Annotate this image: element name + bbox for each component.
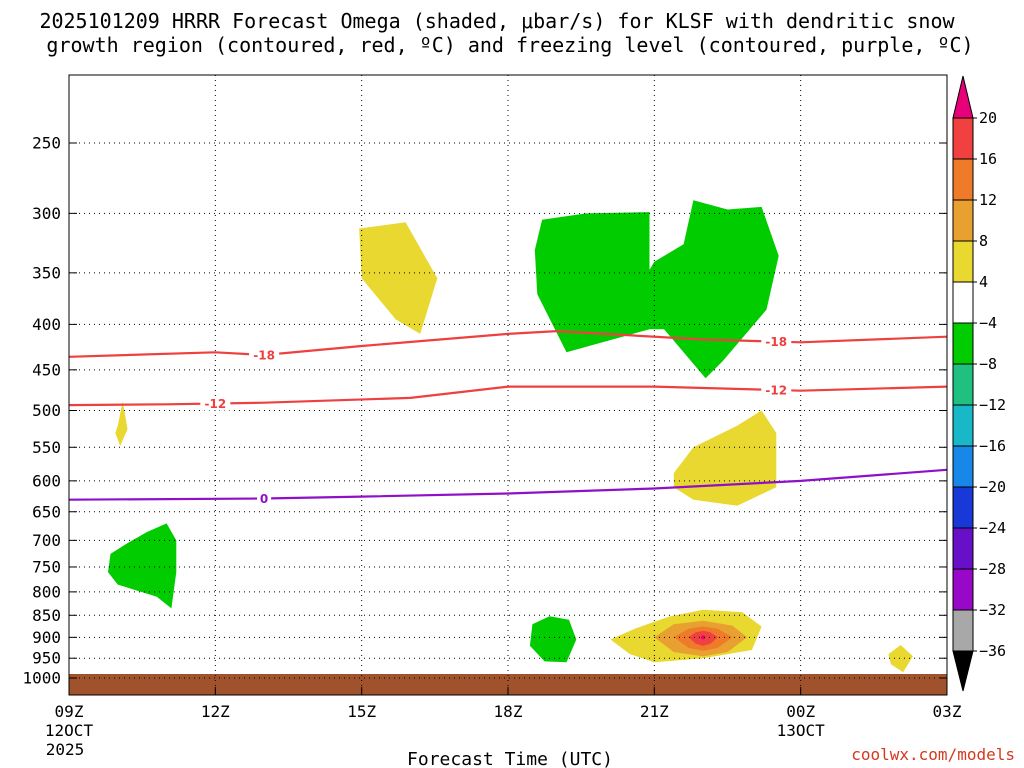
dgz-bottom-label: -12 [765,384,787,398]
omega-max-marker [701,635,706,640]
chart-title-line1: 2025101209 HRRR Forecast Omega (shaded, … [39,9,955,33]
x-tick-label-09Z: 09Z [55,702,84,721]
y-tick-label-400: 400 [32,315,61,334]
x-tick-label-00Z: 00Z [786,702,815,721]
y-tick-label-900: 900 [32,628,61,647]
freezing-level-label-bg [257,491,272,506]
dgz-top-label-bg [761,334,792,349]
y-tick-label-750: 750 [32,557,61,576]
y-tick-label-800: 800 [32,582,61,601]
colorbar-label: −24 [979,519,1006,537]
ground-terrain [69,674,947,695]
omega-neg-d [529,616,577,663]
colorbar-label: −8 [979,355,997,373]
x-tick-label-03Z: 03Z [933,702,962,721]
colorbar-swatch [952,281,974,324]
y-tick-label-600: 600 [32,471,61,490]
omega-neg-b [620,200,779,379]
colorbar-swatch [952,486,974,529]
y-tick-label-700: 700 [32,531,61,550]
y-tick-label-300: 300 [32,204,61,223]
colorbar-top-arrow [952,75,974,119]
omega-pos-b [115,401,128,446]
dgz-top-label: -18 [765,335,787,349]
colorbar-label: −16 [979,437,1006,455]
colorbar-swatch [952,363,974,406]
dgz-bottom-label: -12 [204,397,226,411]
dgz-top-label: -18 [253,348,275,362]
colorbar-swatch [952,158,974,201]
omega-pos-a [359,222,438,334]
plot-area: -18 -18 -12 -12 0 [69,75,947,695]
colorbar-label: −32 [979,601,1006,619]
y-tick-label-550: 550 [32,438,61,457]
colorbar-label: 16 [979,150,997,168]
y-tick-label-650: 650 [32,502,61,521]
x-tick-date-12OCT: 12OCT [45,721,94,740]
colorbar-swatch [952,527,974,570]
x-tick-label-12Z: 12Z [201,702,230,721]
x-tick-label-18Z: 18Z [494,702,523,721]
y-tick-label-450: 450 [32,360,61,379]
colorbar-swatch [952,240,974,283]
colorbar-label: 20 [979,109,997,127]
colorbar-swatch [952,322,974,365]
colorbar-label: 8 [979,232,988,250]
colorbar: 20 16 12 8 4 −4 −8 −12 −16 −20 −24 −28 −32 −36 [952,75,1006,692]
dgz-top-contour [69,329,947,358]
x-tick-label-21Z: 21Z [640,702,669,721]
colorbar-bottom-arrow [952,650,974,692]
colorbar-swatch [952,609,974,652]
colorbar-label: −4 [979,314,997,332]
y-tick-label-950: 950 [32,649,61,668]
colorbar-label: −20 [979,478,1006,496]
y-tick-label-1000: 1000 [22,669,61,688]
credit-link[interactable]: coolwx.com/models [851,745,1015,764]
x-tick-year: 2025 [46,740,85,759]
y-tick-label-850: 850 [32,606,61,625]
axes: 250 300 350 400 450 500 550 600 650 700 750 800 850 9… [22,74,962,759]
colorbar-swatch [952,199,974,242]
colorbar-label: −12 [979,396,1006,414]
y-tick-label-250: 250 [32,134,61,153]
colorbar-swatch [952,445,974,488]
colorbar-label: −36 [979,642,1006,660]
y-tick-label-350: 350 [32,263,61,282]
colorbar-swatch [952,117,974,160]
colorbar-swatch [952,568,974,611]
colorbar-label: 12 [979,191,997,209]
y-tick-label-500: 500 [32,401,61,420]
dgz-bottom-label-bg [200,396,231,411]
x-axis-label: Forecast Time (UTC) [407,749,613,768]
colorbar-swatch [952,404,974,447]
dgz-top-label-bg [249,347,280,362]
omega-pos-e [888,645,913,673]
dgz-bottom-label-bg [761,383,792,398]
omega-neg-c [108,523,177,609]
omega-neg-a [534,212,650,353]
omega-pos-c [673,410,777,506]
colorbar-label: 4 [979,273,988,291]
x-tick-label-15Z: 15Z [347,702,376,721]
colorbar-label: −28 [979,560,1006,578]
chart-title-line2: growth region (contoured, red, ºC) and f… [46,33,973,57]
freezing-level-label: 0 [260,492,268,506]
x-tick-date-13OCT: 13OCT [777,721,826,740]
